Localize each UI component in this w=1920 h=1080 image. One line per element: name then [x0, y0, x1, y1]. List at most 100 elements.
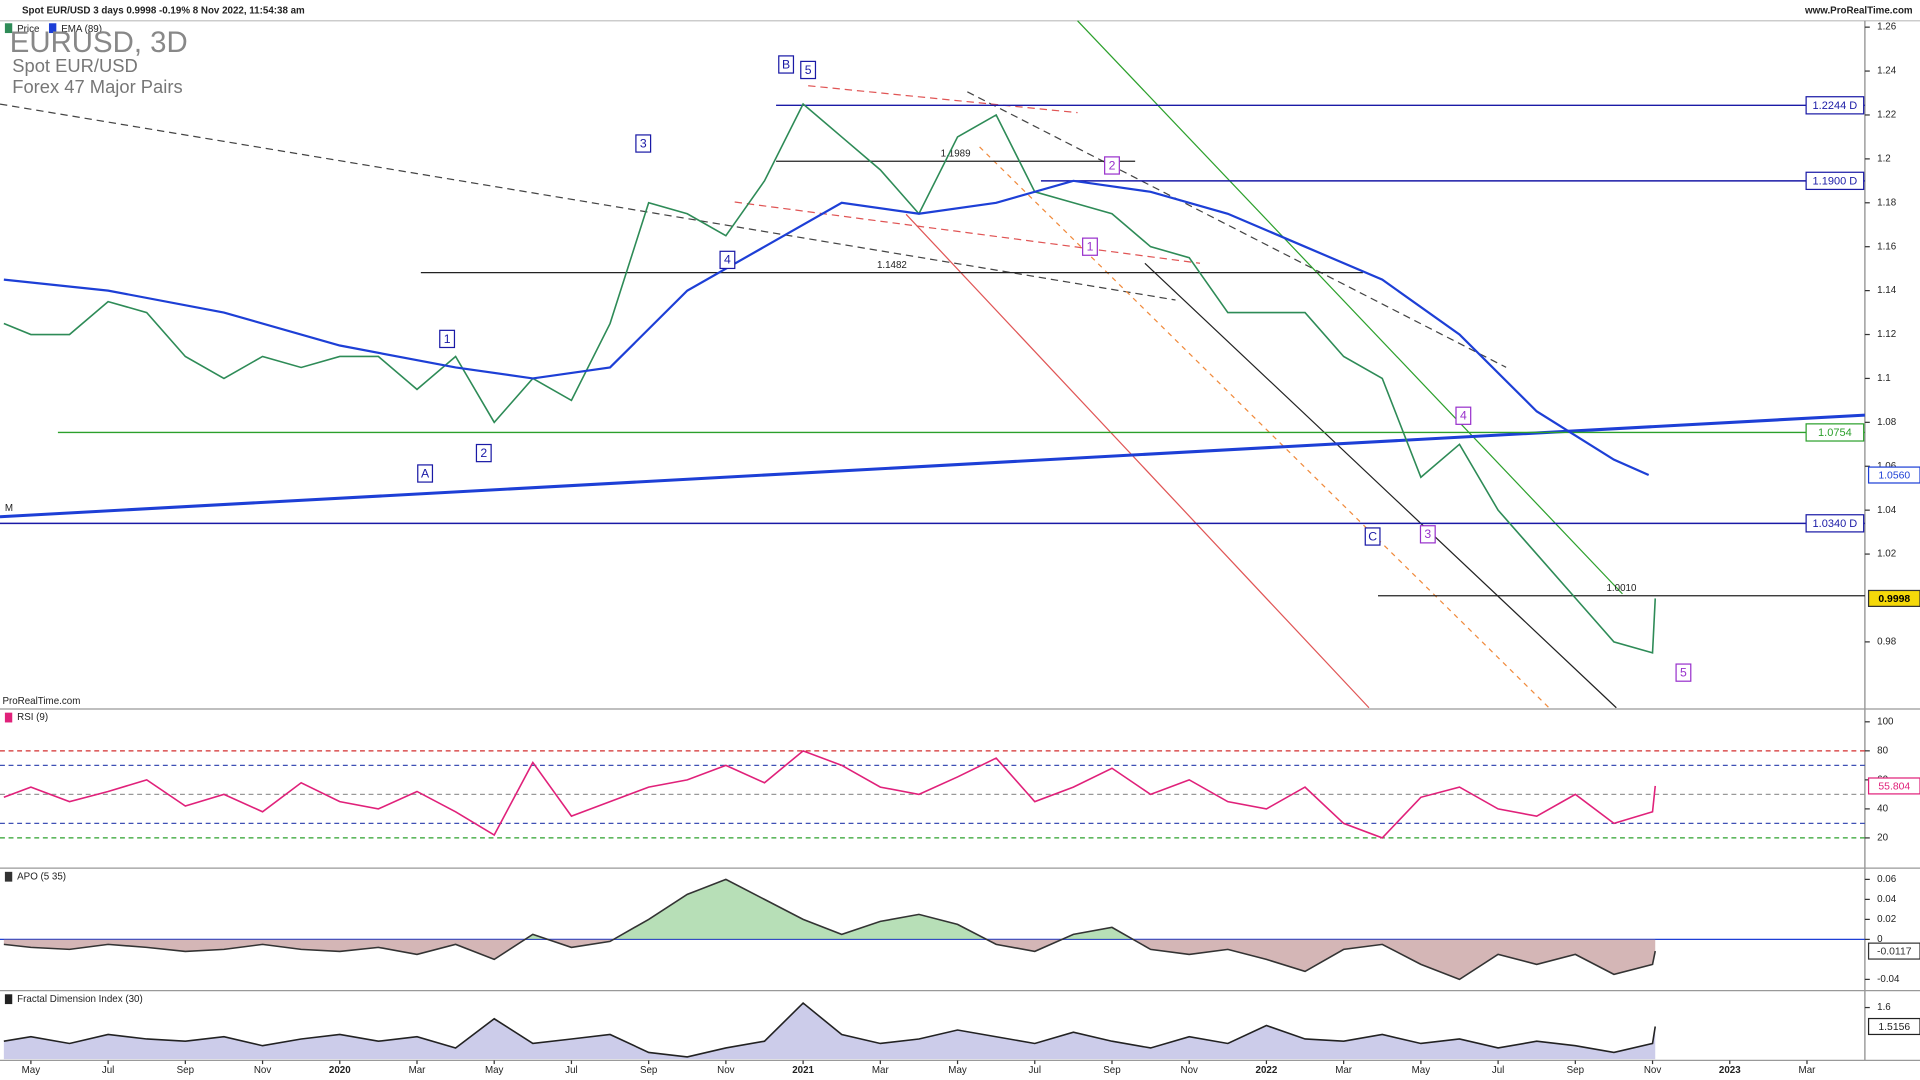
- y-tick-label: 1.26: [1877, 22, 1897, 33]
- last-value-label: 1.0560: [1878, 470, 1910, 481]
- segment-label: 1.0010: [1606, 583, 1636, 594]
- header-title: Spot EUR/USD 3 days 0.9998 -0.19% 8 Nov …: [22, 6, 305, 17]
- x-tick-label: 2023: [1719, 1065, 1741, 1076]
- last-value-label: 0.9998: [1878, 594, 1910, 605]
- wave-label-box: [1364, 527, 1381, 546]
- legend-swatch: [4, 712, 13, 723]
- wave-label: 2: [480, 446, 487, 460]
- y-tick-label: 1.02: [1877, 549, 1896, 560]
- x-tick-label: Sep: [640, 1065, 658, 1076]
- y-tick-label: 1.18: [1877, 197, 1897, 208]
- x-tick-label: Nov: [254, 1065, 272, 1076]
- watermark: ProRealTime.com: [2, 696, 80, 707]
- level-box: [1805, 514, 1865, 533]
- y-tick-label: 80: [1877, 745, 1888, 756]
- y-tick-label: 100: [1877, 716, 1894, 727]
- y-tick-label: 1.2: [1877, 153, 1891, 164]
- area-fill: [3, 1003, 1656, 1060]
- legend-swatch: [48, 23, 57, 34]
- wave-label: 3: [640, 136, 647, 150]
- panel-title: RSI (9): [17, 712, 48, 723]
- x-tick-label: May: [485, 1065, 504, 1076]
- level-box: [1805, 171, 1865, 191]
- series-line: [3, 878, 1657, 981]
- wave-label: 4: [724, 253, 731, 267]
- y-tick-label: 1.06: [1877, 461, 1897, 472]
- chart-title: EURUSD, 3D: [10, 26, 188, 59]
- x-tick-label: Nov: [1644, 1065, 1662, 1076]
- x-tick-label: Jul: [1029, 1065, 1042, 1076]
- x-tick-label: May: [948, 1065, 967, 1076]
- y-tick-label: 1.16: [1877, 241, 1897, 252]
- series-line: [3, 102, 1657, 654]
- wave-label: 5: [1680, 665, 1687, 679]
- y-tick-label: 1.14: [1877, 285, 1897, 296]
- wave-label: 4: [1460, 409, 1467, 423]
- level-label: 1.0754: [1818, 427, 1852, 439]
- wave-label: 1: [444, 332, 451, 346]
- y-tick-label: 1.22: [1877, 110, 1896, 121]
- last-value-box: [1867, 466, 1920, 484]
- wave-label-box: [778, 55, 795, 74]
- legend-swatch: [4, 23, 13, 34]
- y-tick-label: 20: [1877, 833, 1888, 844]
- x-tick-label: Jul: [565, 1065, 578, 1076]
- x-tick-label: Jul: [102, 1065, 115, 1076]
- x-tick-label: Sep: [1103, 1065, 1121, 1076]
- wave-label-box: [417, 464, 434, 483]
- trend-line: [734, 201, 1201, 264]
- x-tick-label: Mar: [1335, 1065, 1353, 1076]
- last-value-box: [1867, 1017, 1920, 1036]
- x-tick-label: Mar: [409, 1065, 427, 1076]
- y-tick-label: 0.06: [1877, 874, 1897, 885]
- x-tick-label: Sep: [1567, 1065, 1585, 1076]
- trend-line: [808, 85, 1078, 114]
- panel-title: APO (5 35): [17, 871, 66, 882]
- y-tick-label: 0.02: [1877, 914, 1896, 925]
- wave-label-box: [1419, 525, 1436, 544]
- trend-line: [967, 91, 1507, 368]
- legend-entry: EMA (89): [61, 24, 102, 35]
- y-tick-label: 0.04: [1877, 894, 1897, 905]
- wave-label: B: [782, 57, 790, 71]
- wave-label: 3: [1424, 527, 1431, 541]
- legend-swatch: [4, 871, 13, 882]
- legend-entry: Price: [17, 24, 39, 35]
- chart-exchange: Forex 47 Major Pairs: [12, 76, 182, 97]
- y-tick-label: 0.98: [1877, 636, 1897, 647]
- wave-label: A: [421, 466, 430, 480]
- wave-label: C: [1368, 529, 1377, 543]
- last-value-label: -0.0117: [1877, 946, 1912, 957]
- header-site: www.ProRealTime.com: [1804, 6, 1913, 17]
- chart-subtitle: Spot EUR/USD: [12, 55, 138, 76]
- x-tick-label: 2020: [329, 1065, 351, 1076]
- trend-line: [905, 213, 1370, 709]
- x-tick-label: Nov: [717, 1065, 735, 1076]
- segment-label: 1.1482: [877, 260, 907, 271]
- x-tick-label: May: [22, 1065, 41, 1076]
- y-tick-label: 1.6: [1877, 1002, 1891, 1013]
- wave-label-box: [800, 60, 817, 80]
- legend-swatch: [4, 994, 13, 1005]
- x-tick-label: Sep: [177, 1065, 195, 1076]
- wave-label: 5: [805, 63, 812, 77]
- y-tick-label: 40: [1877, 803, 1888, 814]
- area-positive: [525, 879, 1133, 940]
- x-tick-label: 2022: [1256, 1065, 1278, 1076]
- last-value-label: 1.5156: [1878, 1022, 1910, 1033]
- y-tick-label: 0: [1877, 934, 1883, 945]
- last-value-box: [1867, 942, 1920, 960]
- series-line: [3, 179, 1650, 477]
- y-tick-label: -0.04: [1877, 974, 1900, 985]
- x-tick-label: Jul: [1492, 1065, 1505, 1076]
- marker-label: M: [5, 503, 13, 514]
- series-line: [3, 749, 1657, 839]
- wave-label-box: [1455, 406, 1472, 425]
- segment-label: 1.1989: [941, 149, 971, 160]
- wave-label-box: [1104, 156, 1120, 175]
- y-tick-label: 1.04: [1877, 505, 1897, 516]
- panel-title: Fractal Dimension Index (30): [17, 994, 143, 1005]
- wave-label-box: [475, 443, 492, 463]
- wave-label-box: [635, 134, 652, 153]
